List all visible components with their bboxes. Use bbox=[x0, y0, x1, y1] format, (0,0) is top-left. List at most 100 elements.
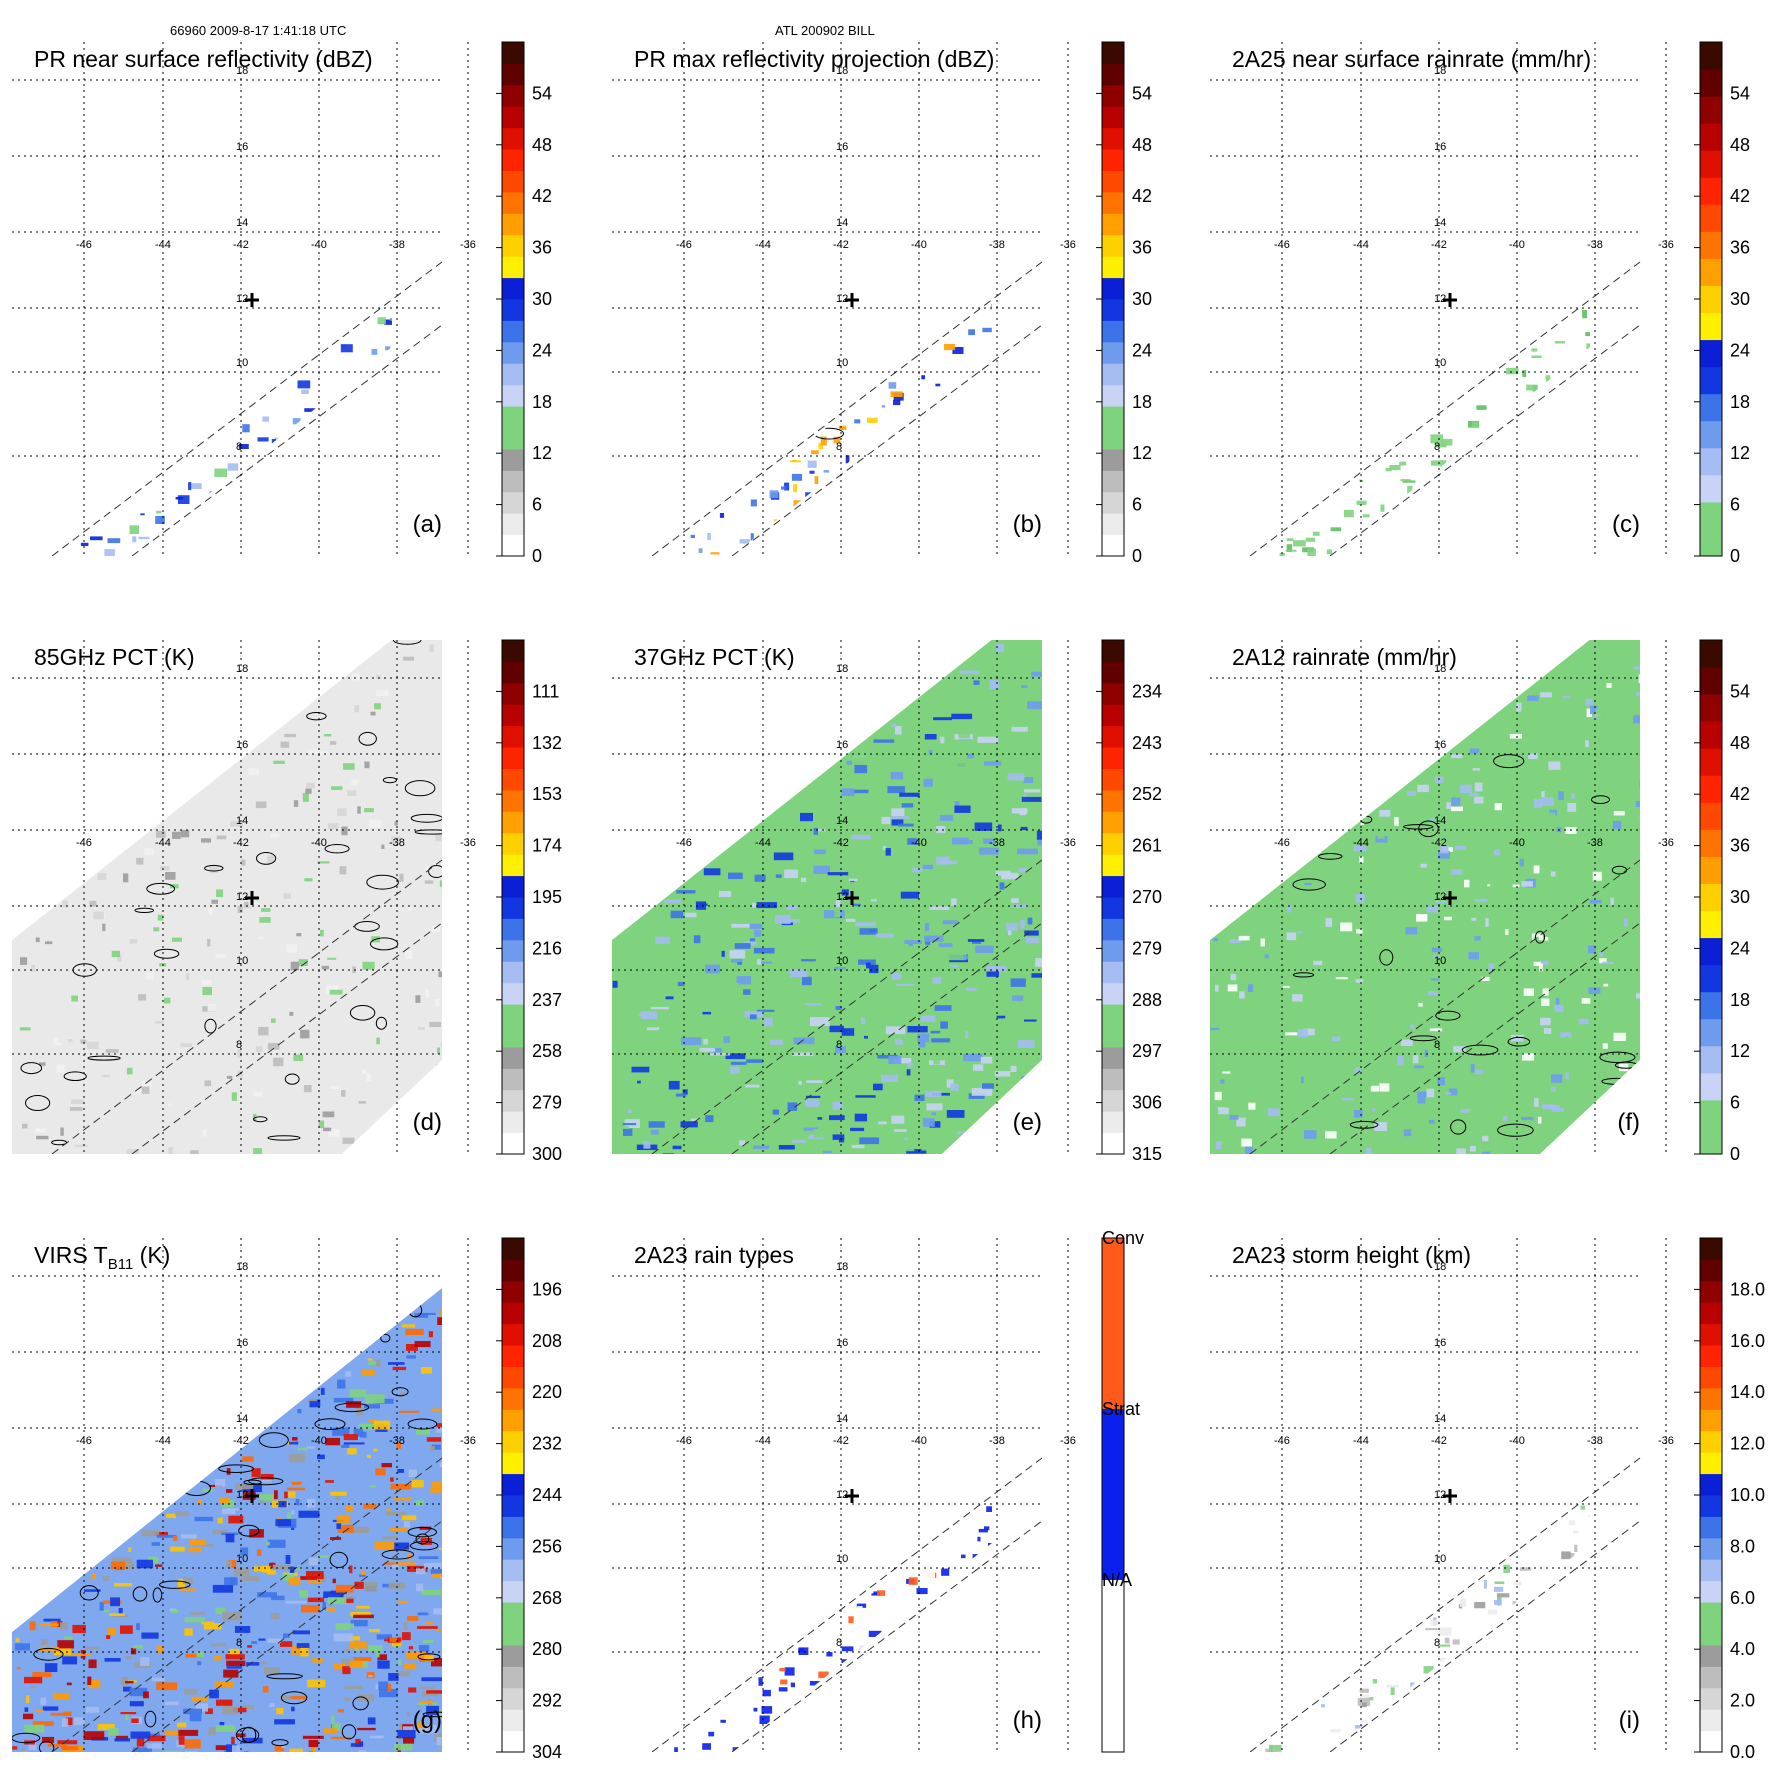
data-cell bbox=[1304, 882, 1312, 886]
data-cell bbox=[1443, 916, 1452, 921]
data-cell bbox=[351, 1526, 369, 1533]
data-cell bbox=[274, 1745, 285, 1752]
data-cell bbox=[194, 1516, 214, 1522]
data-cell bbox=[1312, 531, 1320, 536]
data-cell bbox=[931, 1038, 951, 1043]
data-cell bbox=[208, 908, 213, 916]
contour bbox=[1534, 930, 1546, 944]
data-cell bbox=[1619, 1063, 1629, 1072]
data-cell bbox=[876, 933, 894, 938]
data-cell bbox=[351, 779, 358, 785]
data-cell bbox=[384, 1562, 395, 1565]
colorbar-segment bbox=[502, 341, 524, 364]
data-cell bbox=[1435, 901, 1447, 904]
data-cell bbox=[61, 1746, 79, 1751]
data-cell bbox=[222, 1508, 239, 1511]
colorbar-tick-label: 244 bbox=[532, 1485, 562, 1505]
data-cell bbox=[817, 828, 826, 832]
data-cell bbox=[407, 1554, 411, 1559]
colorbar-segment bbox=[1102, 1111, 1124, 1134]
data-cell bbox=[246, 1662, 260, 1666]
data-cell bbox=[1235, 985, 1245, 989]
data-cell bbox=[56, 1064, 65, 1073]
data-cell bbox=[203, 1623, 222, 1630]
data-cell bbox=[299, 1590, 309, 1598]
colorbar-segment bbox=[1102, 918, 1124, 941]
data-cell bbox=[353, 1657, 372, 1662]
data-cell bbox=[1431, 460, 1441, 466]
data-cell bbox=[272, 1564, 291, 1570]
lat-tick-label: 12 bbox=[836, 1489, 848, 1501]
data-cell bbox=[390, 1483, 411, 1490]
colorbar-tick-label: 54 bbox=[1730, 83, 1750, 103]
data-cell bbox=[1400, 1039, 1413, 1046]
data-cell bbox=[775, 874, 782, 878]
data-cell bbox=[1471, 737, 1477, 742]
data-cell bbox=[28, 1743, 37, 1751]
data-cell bbox=[798, 1648, 805, 1652]
lon-tick-label: -44 bbox=[755, 1435, 771, 1447]
data-cell bbox=[131, 1718, 139, 1724]
data-cell bbox=[289, 1011, 294, 1016]
data-cell bbox=[97, 1723, 115, 1731]
data-cell bbox=[103, 1610, 109, 1613]
data-cell bbox=[207, 1004, 216, 1012]
colorbar-segment bbox=[502, 1004, 524, 1026]
data-cell bbox=[1377, 830, 1385, 839]
data-cell bbox=[1521, 1117, 1534, 1121]
data-cell bbox=[1360, 1009, 1372, 1015]
colorbar-segment bbox=[502, 1580, 524, 1603]
data-cell bbox=[267, 1638, 282, 1643]
data-cell bbox=[425, 989, 430, 998]
data-cell bbox=[117, 955, 122, 962]
colorbar-tick-label: N/A bbox=[1102, 1570, 1132, 1590]
data-cell bbox=[1445, 834, 1454, 839]
data-cell bbox=[319, 751, 328, 755]
data-cell bbox=[426, 1437, 441, 1442]
data-cell bbox=[343, 1442, 365, 1445]
data-cell bbox=[1286, 932, 1297, 941]
data-cell bbox=[1020, 919, 1025, 929]
lon-tick-label: -38 bbox=[989, 1435, 1005, 1447]
data-cell bbox=[922, 1118, 935, 1127]
contour bbox=[306, 712, 327, 721]
colorbar-segment bbox=[502, 1559, 524, 1582]
data-cell bbox=[730, 1061, 747, 1065]
data-cell bbox=[1528, 753, 1538, 760]
data-cell bbox=[414, 1341, 431, 1348]
data-cell bbox=[339, 866, 347, 875]
data-cell bbox=[396, 1442, 401, 1449]
data-cell bbox=[1394, 817, 1399, 826]
lat-tick-label: 14 bbox=[236, 815, 248, 827]
data-cell bbox=[887, 786, 905, 794]
data-cell bbox=[341, 1444, 350, 1448]
data-cell bbox=[1416, 915, 1427, 922]
colorbar-tick-label: 12 bbox=[532, 443, 552, 463]
data-cell bbox=[300, 1647, 309, 1657]
data-cell bbox=[105, 1049, 119, 1053]
data-cell bbox=[242, 424, 250, 433]
data-cell bbox=[1215, 1141, 1222, 1150]
data-cell bbox=[426, 1705, 439, 1715]
colorbar-segment bbox=[1700, 474, 1722, 503]
data-cell bbox=[261, 908, 271, 912]
data-cell bbox=[1272, 1122, 1276, 1132]
data-cell bbox=[306, 782, 315, 789]
data-cell bbox=[832, 1101, 843, 1110]
data-cell bbox=[291, 1706, 295, 1712]
data-cell bbox=[1412, 1055, 1419, 1064]
data-cell bbox=[54, 1646, 71, 1656]
data-cell bbox=[363, 1404, 380, 1409]
lat-tick-label: 16 bbox=[836, 1337, 848, 1349]
data-cell bbox=[946, 1110, 965, 1118]
data-cell bbox=[201, 1621, 215, 1625]
data-cell bbox=[873, 1083, 883, 1091]
data-cell bbox=[950, 1083, 959, 1091]
lon-tick-label: -36 bbox=[1658, 837, 1674, 849]
colorbar-segment bbox=[502, 1259, 524, 1282]
colorbar-segment bbox=[502, 1025, 524, 1048]
data-cell bbox=[320, 1387, 325, 1395]
